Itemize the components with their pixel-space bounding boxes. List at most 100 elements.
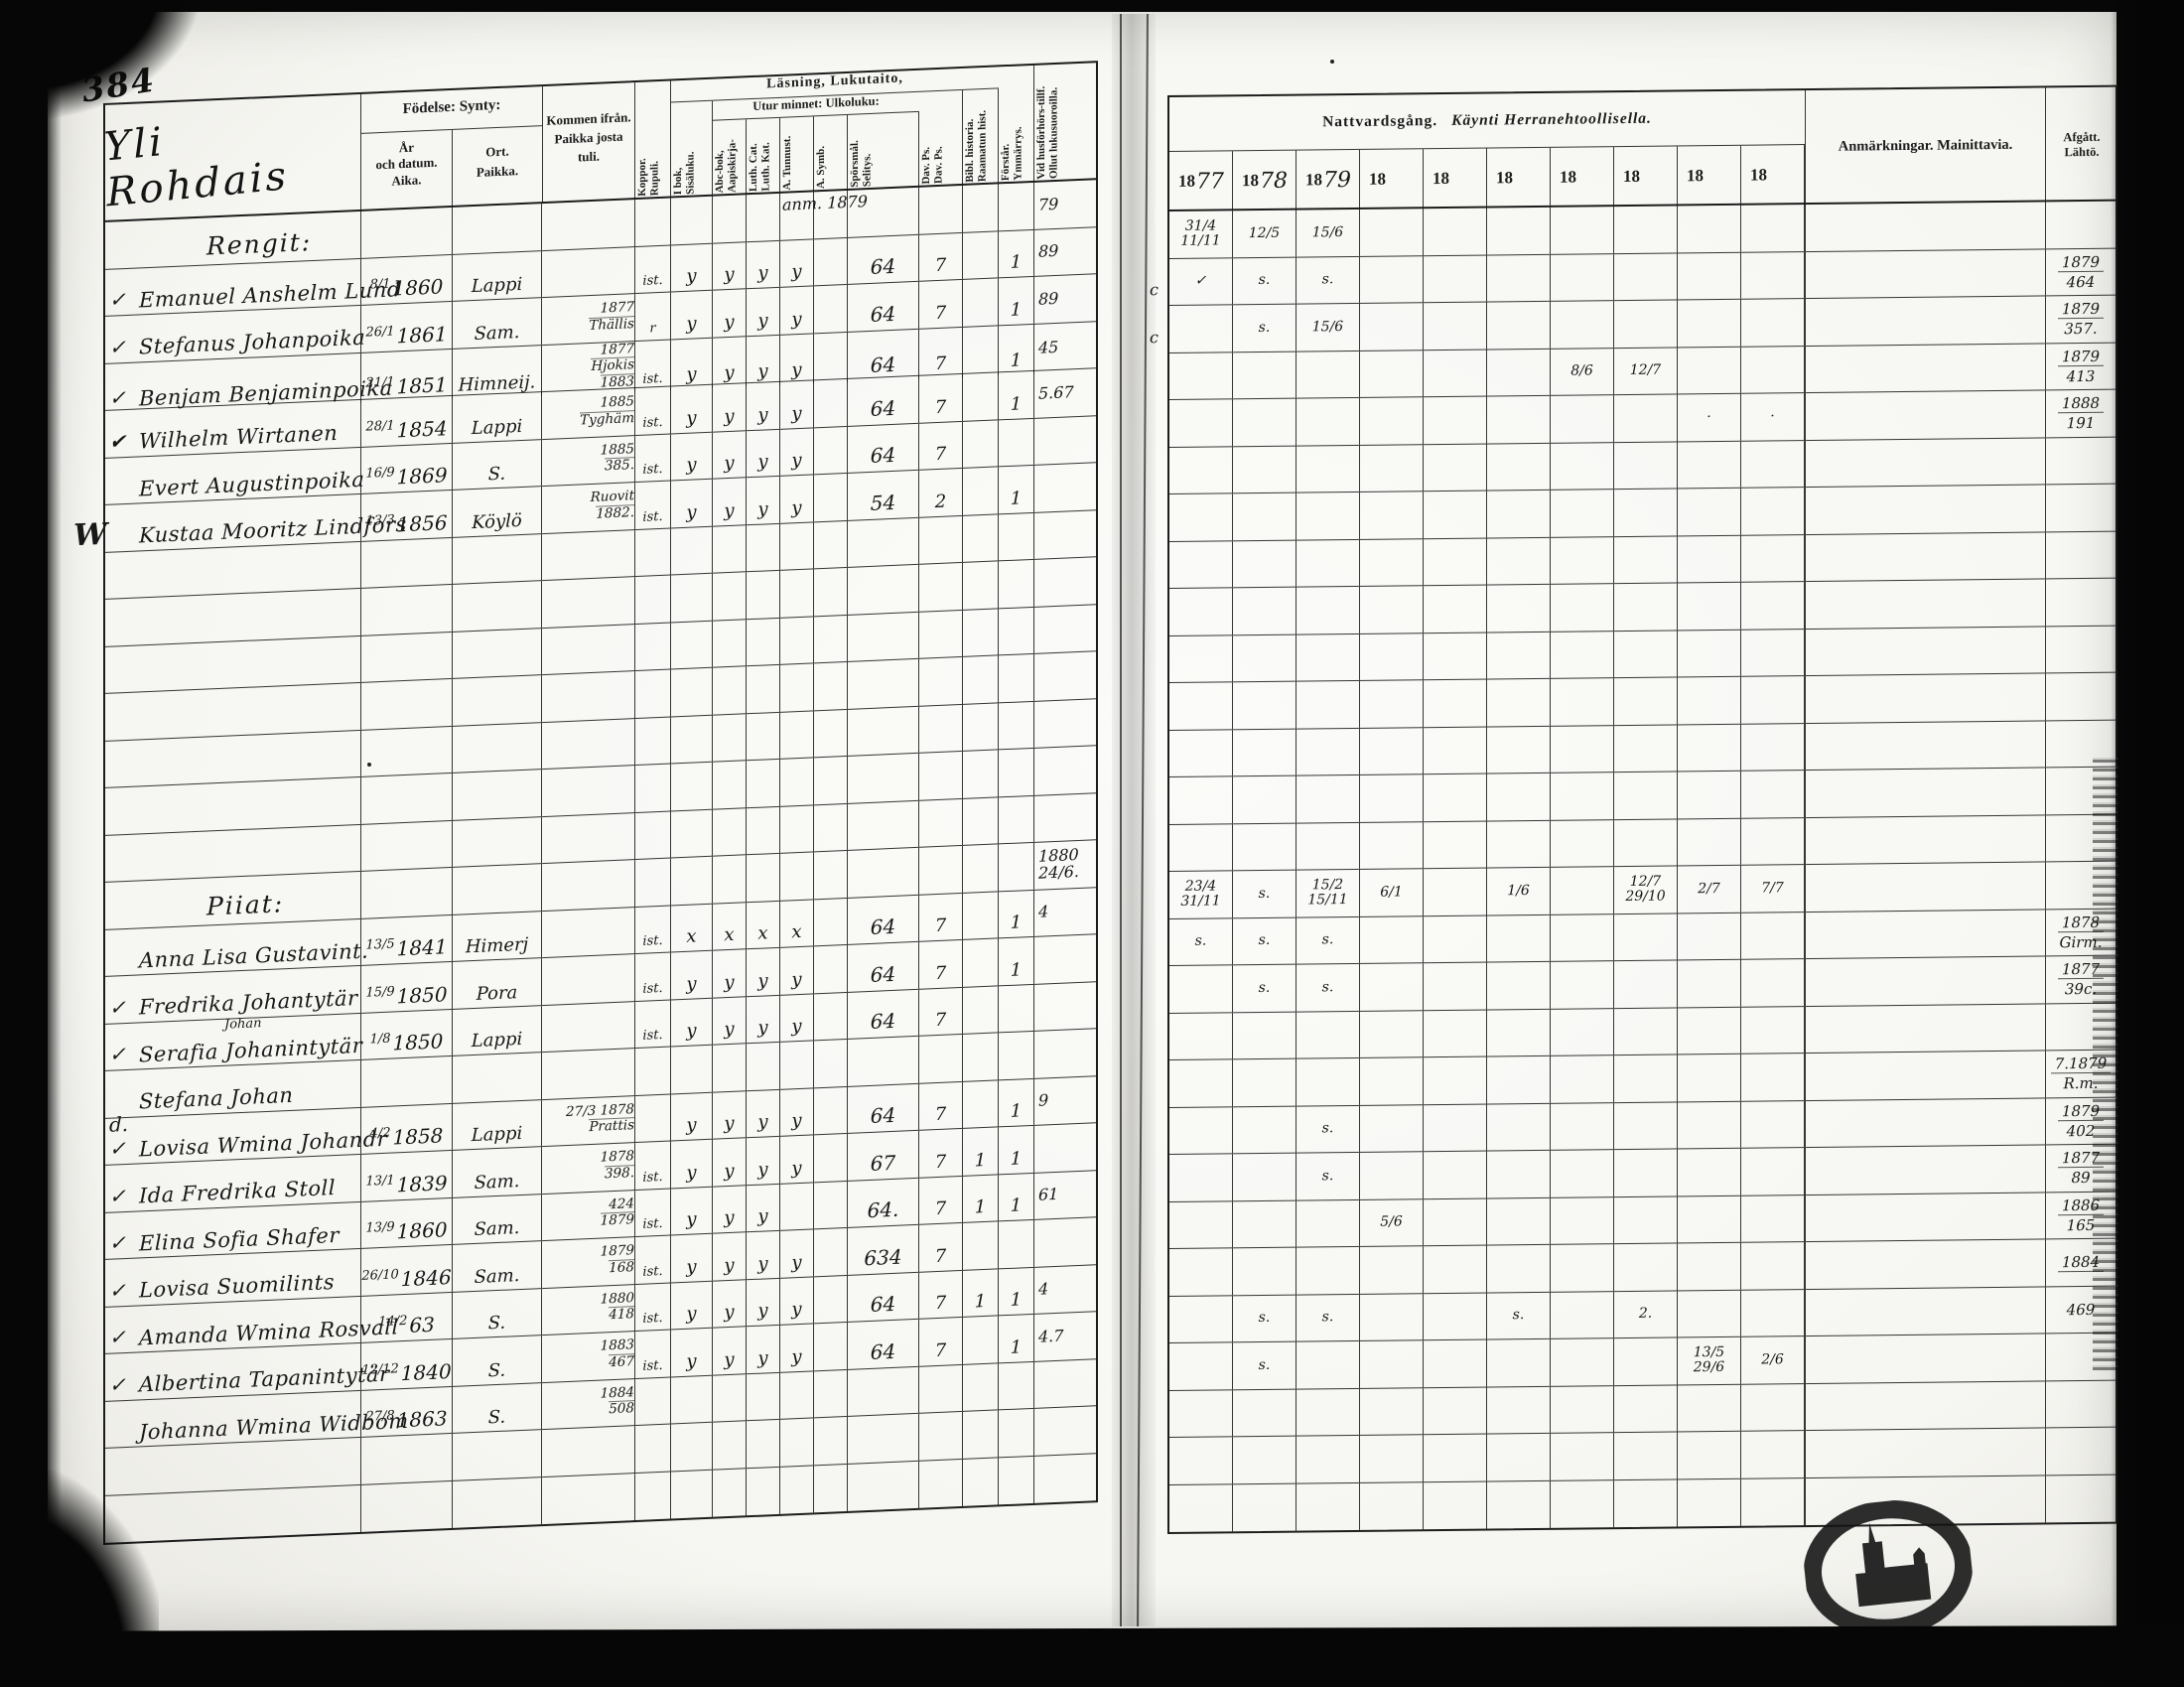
mark-cell-understands-mark: 1	[999, 229, 1034, 278]
communion-date-mark: 31/4 11/11	[1180, 217, 1221, 250]
communion-year-cell-1: ✓	[1169, 257, 1233, 305]
mark-cell-catechism-mark: y	[747, 381, 780, 430]
communion-year-cell-9	[1678, 441, 1741, 489]
mark-cell-confession-sv-mark	[814, 520, 848, 569]
mark-cell-abc-mark: y	[713, 949, 747, 998]
came-from-line: Thällis	[589, 315, 634, 335]
communion-year-cell-3: s.	[1297, 963, 1360, 1012]
mark-cell-confession-fi-mark	[780, 1465, 814, 1514]
communion-year-cell-2	[1233, 540, 1297, 588]
mark-cell-questions-mark: 64	[848, 1272, 919, 1322]
birth-day-month: 1/8	[369, 1031, 391, 1048]
abc-mark: y	[724, 452, 735, 475]
mark-cell-confession-sv-mark	[814, 1275, 848, 1324]
communion-date-mark: 23/4 31/11	[1180, 878, 1221, 911]
mark-cell-psalms-mark: 7	[919, 893, 963, 941]
communion-year-cell-6	[1487, 301, 1551, 350]
year-printed: 18	[1623, 166, 1640, 187]
catechism-mark: y	[757, 403, 768, 426]
communion-date-mark: s.	[1321, 1309, 1334, 1326]
attended-examinations-cell: 1880 24/6.	[1038, 845, 1080, 883]
communion-year-cell-10: 7/7	[1741, 865, 1805, 913]
in-book-mark: y	[686, 406, 697, 429]
year-header-8: 18	[1614, 146, 1678, 208]
mark-cell-abc-mark	[713, 619, 747, 667]
birth-year: 1841	[396, 934, 448, 961]
communion-year-cell-9	[1678, 913, 1741, 960]
communion-year-cell-8	[1614, 1007, 1678, 1055]
communion-year-cell-4	[1360, 680, 1424, 728]
mark-cell-questions-mark	[848, 706, 919, 756]
birth-date-cell	[361, 1055, 453, 1107]
mark-cell-psalms-mark	[919, 610, 963, 658]
came-from-line: Prattis	[589, 1117, 634, 1136]
margin-mark: ✓	[109, 334, 126, 359]
left-table-rows: Rengit: anm. 1879 79 ✓ Emanuel Anshelm Lund 8…	[73, 180, 1096, 1543]
came-from-cell	[542, 718, 635, 770]
communion-date-mark: s.	[1258, 1356, 1271, 1373]
mark-cell-confession-sv-mark	[814, 661, 848, 710]
mark-cell-understands-mark	[999, 607, 1034, 655]
margin-mark: ✓	[109, 1277, 126, 1303]
communion-year-cell-7	[1551, 914, 1614, 961]
mark-cell-psalms-mark	[919, 751, 963, 800]
came-from-cell	[542, 671, 635, 722]
mark-cell-bible-history-mark	[963, 372, 999, 421]
mark-cell-smallpox-mark	[635, 858, 671, 907]
in-book-mark: y	[686, 312, 697, 335]
communion-year-cell-10	[1741, 629, 1805, 676]
attended-examinations-cell	[1034, 651, 1096, 700]
communion-year-cell-8	[1614, 1384, 1678, 1433]
mark-cell-confession-sv-mark	[814, 756, 848, 804]
communion-year-cell-2	[1233, 1389, 1297, 1437]
remarks-cell	[1805, 626, 2046, 676]
understands-mark: 1	[1010, 1336, 1023, 1358]
mark-cell-questions-mark	[848, 1413, 919, 1464]
mark-cell-confession-fi-mark	[780, 1370, 814, 1419]
communion-year-cell-7: 8/6	[1551, 348, 1614, 395]
birth-day-month: 12/12	[361, 1360, 399, 1378]
communion-year-cell-6	[1487, 820, 1551, 868]
mark-cell-abc-mark: y	[713, 430, 747, 479]
margin-mark: ✓	[109, 1230, 126, 1255]
departed-page-ref: 165	[2066, 1215, 2096, 1234]
remarks-cell	[1805, 390, 2046, 440]
psalms-mark: 7	[934, 1339, 947, 1361]
communion-year-cell-9	[1678, 1101, 1741, 1149]
mark-cell-in-book-mark	[671, 196, 713, 245]
communion-year-cell-5	[1424, 915, 1487, 963]
communion-date-mark: 12/7 29/10	[1625, 873, 1666, 906]
mark-cell-confession-sv-mark	[814, 1181, 848, 1229]
communion-year-cell-1	[1169, 1437, 1233, 1484]
mark-cell-smallpox-mark: ist.	[635, 481, 671, 529]
mark-cell-confession-fi-mark	[780, 1041, 814, 1089]
mark-cell-psalms-mark	[919, 798, 963, 847]
birth-year: 1860	[396, 1217, 448, 1244]
communion-year-cell-6	[1487, 1244, 1551, 1293]
in-book-mark: y	[686, 1349, 697, 1372]
communion-year-cell-3	[1297, 633, 1360, 681]
communion-year-cell-2	[1233, 1106, 1297, 1154]
communion-year-cell-2	[1233, 1483, 1297, 1532]
mark-cell-questions-mark	[848, 847, 919, 898]
understands-mark: 1	[1010, 298, 1023, 321]
mark-cell-confession-sv-mark	[814, 615, 848, 663]
attended-examinations-cell	[1034, 510, 1096, 559]
attended-examinations-cell	[1034, 1454, 1096, 1503]
communion-year-cell-10	[1741, 723, 1805, 771]
communion-year-cell-10	[1741, 1148, 1805, 1195]
communion-year-cell-9: 13/5 29/6	[1678, 1336, 1741, 1384]
communion-year-cell-6	[1487, 490, 1551, 538]
year-header-1: 18 77	[1169, 151, 1233, 211]
communion-year-cell-8	[1614, 1054, 1678, 1102]
came-from-cell: 1878 398.	[542, 1143, 635, 1194]
mark-cell-abc-mark	[713, 572, 747, 621]
communion-year-cell-6	[1487, 254, 1551, 302]
departed-cell	[2046, 626, 2116, 672]
communion-year-cell-8	[1614, 818, 1678, 867]
came-from-cell	[542, 954, 635, 1005]
birth-date-cell	[361, 1480, 453, 1532]
communion-year-cell-7	[1551, 1196, 1614, 1244]
communion-year-cell-8	[1614, 583, 1678, 631]
came-from-cell: 1879 168	[542, 1237, 635, 1288]
